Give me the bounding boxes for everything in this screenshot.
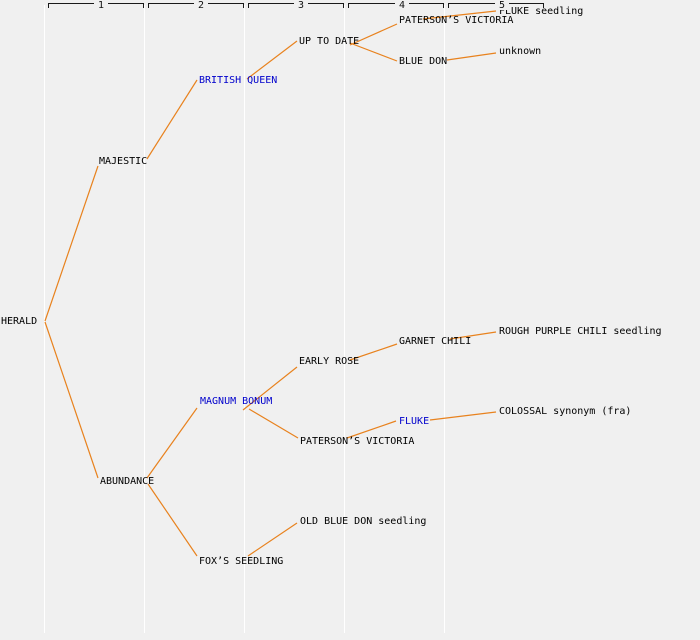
node-colossal-synonym-fra: COLOSSAL synonym (fra) [499,406,632,417]
edge-magnum-bonum-to-early-rose [242,366,298,411]
node-foxs-seedling: FOX’S SEEDLING [199,556,284,567]
node-herald: HERALD [1,316,38,327]
node-fluke[interactable]: FLUKE [399,416,430,427]
edge-herald-to-majestic [44,165,99,322]
edge-british-queen-to-up-to-date [246,40,298,80]
generation-number-4: 4 [395,1,409,11]
edge-up-to-date-to-patersons-victoria-1 [349,23,398,46]
generation-number-1: 1 [94,1,108,11]
node-early-rose: EARLY ROSE [299,356,360,367]
edge-herald-to-abundance [44,321,99,479]
generation-number-5: 5 [495,1,509,11]
edge-fluke-to-colossal-synonym-fra [429,411,497,421]
node-fluke-seedling: FLUKE seedling [499,6,584,17]
edge-abundance-to-magnum-bonum [146,407,198,479]
node-abundance: ABUNDANCE [100,476,155,487]
edge-up-to-date-to-blue-don [349,42,398,62]
node-british-queen[interactable]: BRITISH QUEEN [199,75,278,86]
node-up-to-date: UP TO DATE [299,36,360,47]
node-magnum-bonum[interactable]: MAGNUM BONUM [200,396,273,407]
edge-majestic-to-british-queen [146,79,198,160]
edge-blue-don-to-unknown [446,52,497,61]
edge-patersons-victoria-1-to-fluke-seedling [422,10,497,20]
node-rough-purple-chili-seedling: ROUGH PURPLE CHILI seedling [499,326,662,337]
edge-abundance-to-foxs-seedling [147,483,198,557]
node-patersons-victoria-1: PATERSON’S VICTORIA [399,15,514,26]
node-garnet-chili: GARNET CHILI [399,336,472,347]
node-unknown: unknown [499,46,542,57]
node-blue-don: BLUE DON [399,56,448,67]
node-old-blue-don-seedling: OLD BLUE DON seedling [300,516,427,527]
edge-foxs-seedling-to-old-blue-don-seedling [247,522,298,557]
node-patersons-victoria-2: PATERSON’S VICTORIA [300,436,415,447]
node-majestic: MAJESTIC [99,156,148,167]
generation-number-3: 3 [294,1,308,11]
edge-early-rose-to-garnet-chili [349,343,398,361]
edge-patersons-victoria-2-to-fluke [346,420,397,439]
edge-garnet-chili-to-rough-purple-chili-seedling [449,331,497,340]
edge-magnum-bonum-to-patersons-victoria-2 [248,408,299,439]
generation-number-2: 2 [194,1,208,11]
